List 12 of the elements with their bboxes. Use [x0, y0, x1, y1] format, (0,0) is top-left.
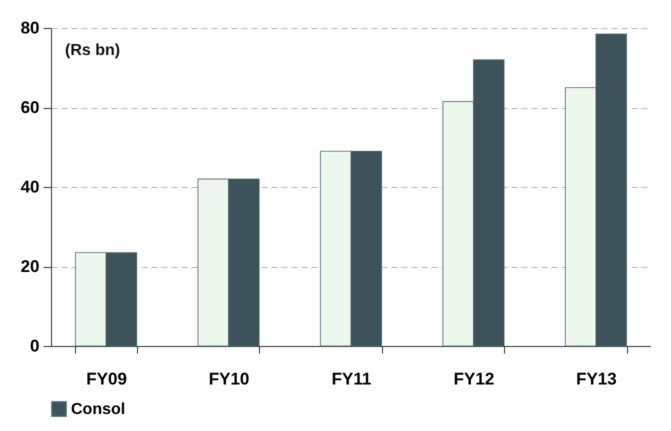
x-tick-label: FY10: [208, 370, 250, 388]
x-tick-label: FY11: [332, 370, 372, 388]
y-tick-label: 20: [20, 257, 40, 276]
y-tick-label: 60: [20, 98, 40, 117]
x-tick-label: FY13: [576, 370, 617, 388]
y-tick-label: 40: [20, 178, 40, 196]
annotation: (Rs bn): [65, 42, 120, 59]
x-tick-label: FY09: [86, 370, 127, 388]
legend-label: Consol: [71, 401, 126, 418]
y-tick-label: 80: [20, 18, 40, 38]
x-tick-label: FY12: [454, 370, 494, 388]
y-tick-label: 0: [30, 336, 40, 356]
